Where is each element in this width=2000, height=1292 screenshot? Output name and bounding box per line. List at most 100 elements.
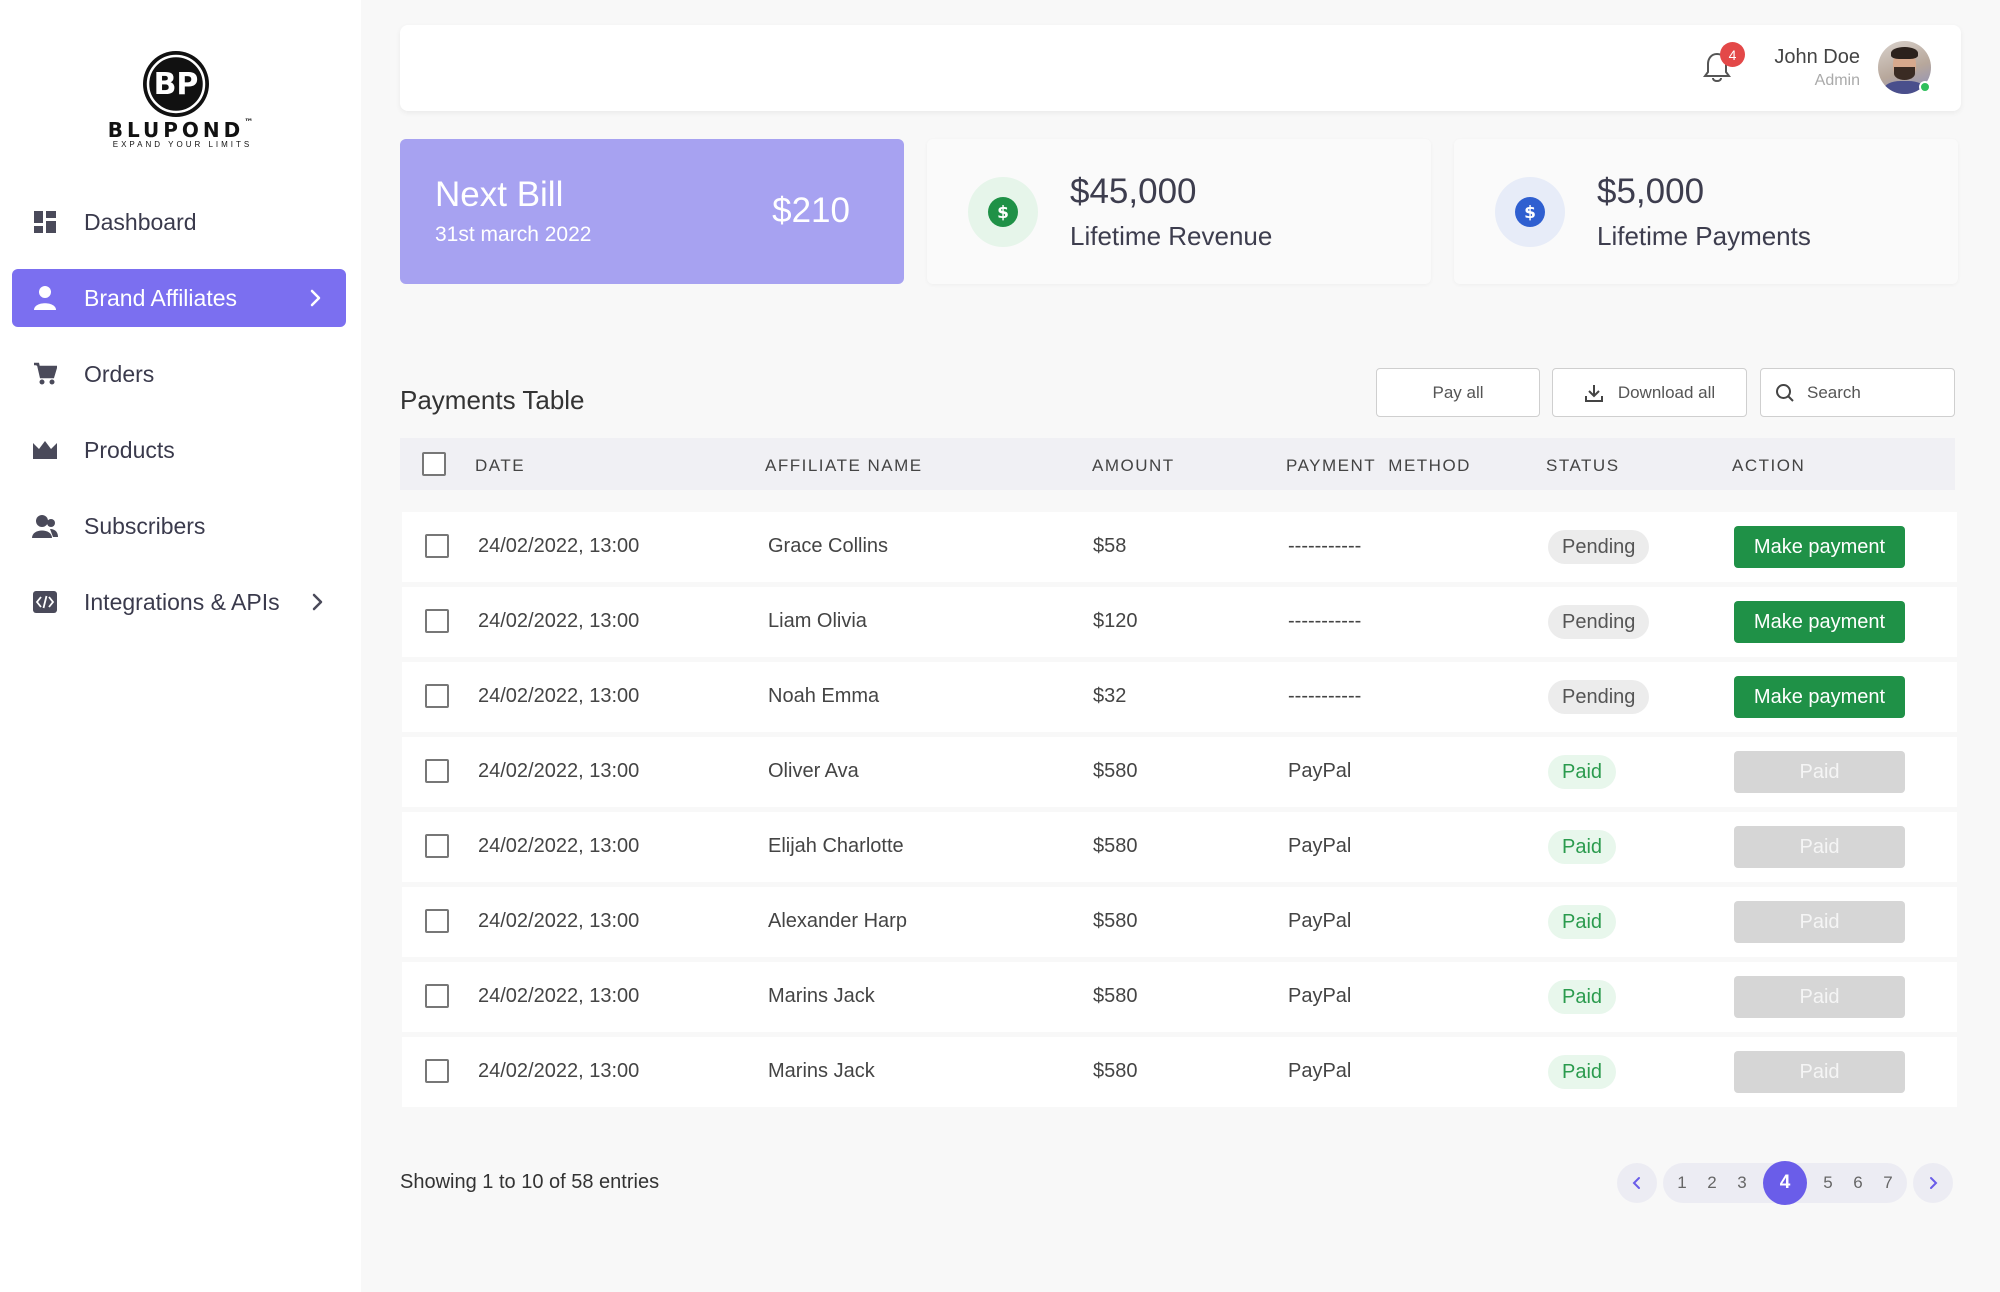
next-bill-card: Next Bill 31st march 2022 $210 [400, 139, 904, 284]
download-all-button[interactable]: Download all [1552, 368, 1747, 417]
sidebar-item-label: Products [84, 436, 175, 463]
payment-method-cell: PayPal [1288, 835, 1352, 857]
crown-icon [32, 437, 58, 463]
table-row: 24/02/2022, 13:00 Oliver Ava $580 PayPal… [402, 737, 1957, 807]
chevron-right-icon [306, 591, 328, 613]
affiliate-name-cell: Alexander Harp [768, 910, 907, 932]
page-group: 1 2 3 4 5 6 7 [1663, 1161, 1907, 1205]
dollar-icon: $ [1495, 177, 1565, 247]
top-bar: 4 John Doe Admin [400, 25, 1961, 111]
sidebar-nav: Dashboard Brand Affiliates Orders Produc… [12, 193, 346, 649]
affiliate-name-cell: Liam Olivia [768, 610, 867, 632]
sidebar-item-orders[interactable]: Orders [12, 345, 346, 403]
make-payment-button[interactable]: Make payment [1734, 526, 1905, 568]
payment-method-cell: PayPal [1288, 910, 1352, 932]
search-input[interactable] [1807, 382, 1937, 403]
amount-cell: $580 [1093, 835, 1138, 857]
sidebar-item-label: Orders [84, 360, 155, 387]
entries-summary: Showing 1 to 10 of 58 entries [400, 1171, 660, 1193]
column-header-payment-method[interactable]: PAYMENT METHOD [1286, 456, 1471, 475]
payments-value: $5,000 [1597, 172, 1705, 211]
paid-button: Paid [1734, 1051, 1905, 1093]
sidebar-item-label: Subscribers [84, 512, 206, 539]
download-icon [1584, 383, 1604, 403]
status-badge: Paid [1548, 905, 1617, 939]
table-row: 24/02/2022, 13:00 Noah Emma $32 --------… [402, 662, 1957, 732]
payments-label: Lifetime Payments [1597, 221, 1811, 251]
page-3-button[interactable]: 3 [1737, 1173, 1747, 1192]
status-badge: Pending [1548, 605, 1650, 639]
revenue-label: Lifetime Revenue [1070, 221, 1273, 251]
avatar[interactable] [1878, 41, 1931, 94]
date-cell: 24/02/2022, 13:00 [478, 1060, 640, 1082]
row-checkbox[interactable] [425, 1059, 449, 1083]
sidebar-item-subscribers[interactable]: Subscribers [12, 497, 346, 555]
page-6-button[interactable]: 6 [1853, 1173, 1863, 1192]
users-icon [32, 513, 58, 539]
make-payment-button[interactable]: Make payment [1734, 601, 1905, 643]
date-cell: 24/02/2022, 13:00 [478, 685, 640, 707]
select-all-checkbox[interactable] [422, 452, 446, 476]
sidebar-item-dashboard[interactable]: Dashboard [12, 193, 346, 251]
payment-method-cell: ----------- [1288, 610, 1362, 632]
column-header-amount[interactable]: AMOUNT [1092, 456, 1175, 475]
table-row: 24/02/2022, 13:00 Liam Olivia $120 -----… [402, 587, 1957, 657]
page-5-button[interactable]: 5 [1823, 1173, 1833, 1192]
bill-amount: $210 [772, 191, 850, 230]
page-7-button[interactable]: 7 [1883, 1173, 1893, 1192]
amount-cell: $580 [1093, 910, 1138, 932]
column-header-affiliate-name[interactable]: AFFILIATE NAME [765, 456, 923, 475]
status-badge: Pending [1548, 680, 1650, 714]
brand-logo[interactable]: BP BLUPOND™ EXPAND YOUR LIMITS [95, 50, 270, 152]
affiliate-name-cell: Marins Jack [768, 985, 875, 1007]
row-checkbox[interactable] [425, 759, 449, 783]
amount-cell: $58 [1093, 535, 1127, 557]
status-badge: Paid [1548, 830, 1617, 864]
chevron-right-icon [304, 287, 326, 309]
cart-icon [32, 361, 58, 387]
dashboard-icon [32, 209, 58, 235]
sidebar: BP BLUPOND™ EXPAND YOUR LIMITS Dashboard… [0, 0, 361, 1292]
date-cell: 24/02/2022, 13:00 [478, 760, 640, 782]
payment-method-cell: PayPal [1288, 760, 1352, 782]
sidebar-item-integrations-apis[interactable]: Integrations & APIs [12, 573, 346, 631]
revenue-value: $45,000 [1070, 172, 1197, 211]
row-checkbox[interactable] [425, 909, 449, 933]
code-icon [32, 589, 58, 615]
row-checkbox[interactable] [425, 684, 449, 708]
sidebar-item-products[interactable]: Products [12, 421, 346, 479]
table-header: DATE AFFILIATE NAME AMOUNT PAYMENT METHO… [400, 438, 1955, 490]
column-header-status[interactable]: STATUS [1546, 456, 1620, 475]
notification-badge: 4 [1720, 42, 1745, 67]
column-header-action[interactable]: ACTION [1732, 456, 1806, 475]
payment-method-cell: PayPal [1288, 1060, 1352, 1082]
date-cell: 24/02/2022, 13:00 [478, 910, 640, 932]
previous-page-button[interactable] [1617, 1163, 1657, 1203]
amount-cell: $580 [1093, 985, 1138, 1007]
search-box [1760, 368, 1955, 417]
page-2-button[interactable]: 2 [1707, 1173, 1717, 1192]
pagination: 1 2 3 4 5 6 7 [1617, 1161, 1953, 1205]
current-page-button[interactable]: 4 [1763, 1161, 1807, 1205]
affiliate-name-cell: Noah Emma [768, 685, 880, 707]
make-payment-button[interactable]: Make payment [1734, 676, 1905, 718]
page-1-button[interactable]: 1 [1677, 1173, 1687, 1192]
bill-title: Next Bill [435, 175, 564, 214]
row-checkbox[interactable] [425, 534, 449, 558]
row-checkbox[interactable] [425, 834, 449, 858]
sidebar-item-label: Brand Affiliates [84, 284, 238, 311]
download-all-label: Download all [1617, 382, 1716, 402]
row-checkbox[interactable] [425, 984, 449, 1008]
next-page-button[interactable] [1913, 1163, 1953, 1203]
dollar-icon: $ [968, 177, 1038, 247]
affiliate-name-cell: Elijah Charlotte [768, 835, 904, 857]
pay-all-button[interactable]: Pay all [1376, 368, 1540, 417]
lifetime-revenue-card: $ $45,000 Lifetime Revenue [927, 139, 1431, 284]
user-name: John Doe [1774, 46, 1860, 68]
payment-method-cell: ----------- [1288, 685, 1362, 707]
column-header-date[interactable]: DATE [475, 456, 526, 475]
row-checkbox[interactable] [425, 609, 449, 633]
amount-cell: $580 [1093, 760, 1138, 782]
sidebar-item-brand-affiliates[interactable]: Brand Affiliates [12, 269, 346, 327]
status-badge: Paid [1548, 755, 1617, 789]
